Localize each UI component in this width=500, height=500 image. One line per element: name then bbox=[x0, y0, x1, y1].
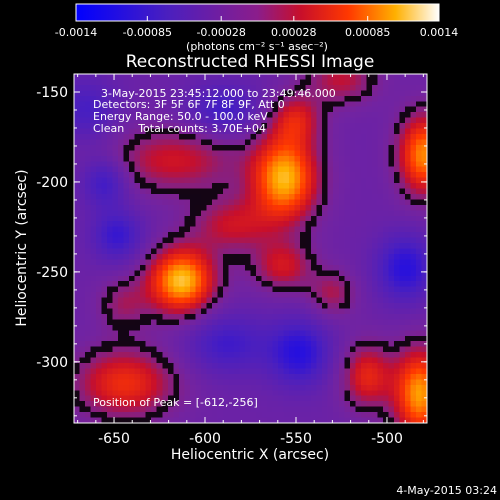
x-axis-ticks: -650 -600 -550 -500 bbox=[77, 74, 424, 447]
colorbar-tick-label: -0.0014 bbox=[55, 26, 97, 39]
colorbar-gradient bbox=[75, 3, 440, 22]
y-tick-label: -250 bbox=[36, 265, 68, 281]
annotation-energy-range: Energy Range: 50.0 - 100.0 keV bbox=[93, 110, 268, 123]
y-tick-label: -300 bbox=[36, 355, 68, 371]
x-tick-label: -550 bbox=[280, 431, 312, 447]
annotation-detectors: Detectors: 3F 5F 6F 7F 8F 9F, Att 0 bbox=[93, 98, 285, 111]
colorbar-tick-label: -0.00085 bbox=[123, 26, 172, 39]
colorbar-tick-label: 0.00028 bbox=[271, 26, 317, 39]
x-tick-label: -500 bbox=[371, 431, 403, 447]
x-tick-label: -600 bbox=[189, 431, 221, 447]
annotation-time-range: 3-May-2015 23:45:12.000 to 23:49:46.000 bbox=[101, 87, 336, 100]
peak-position-label: Position of Peak = [-612,-256] bbox=[93, 396, 258, 409]
footer-timestamp: 4-May-2015 03:24 bbox=[396, 484, 497, 497]
plot-area bbox=[73, 73, 428, 424]
colorbar-unit-label: (photons cm⁻² s⁻¹ asec⁻²) bbox=[186, 40, 328, 53]
x-tick-label: -650 bbox=[98, 431, 130, 447]
heatmap-image bbox=[74, 74, 427, 423]
y-tick-label: -200 bbox=[36, 175, 68, 191]
colorbar-tick-label: 0.00085 bbox=[345, 26, 391, 39]
info-annotations: 3-May-2015 23:45:12.000 to 23:49:46.000 … bbox=[93, 87, 336, 409]
plot-title: Reconstructed RHESSI Image bbox=[126, 52, 375, 72]
colorbar-tick-label: 0.0014 bbox=[420, 26, 459, 39]
colorbar-tick-label: -0.00028 bbox=[196, 26, 245, 39]
colorbar-ticks: -0.0014 -0.00085 -0.00028 0.00028 0.00085 0.0… bbox=[55, 16, 458, 39]
y-axis-label: Heliocentric Y (arcsec) bbox=[14, 169, 30, 326]
x-axis-label: Heliocentric X (arcsec) bbox=[171, 447, 329, 463]
y-tick-label: -150 bbox=[36, 85, 68, 101]
colorbar: -0.0014 -0.00085 -0.00028 0.00028 0.00085 0.0… bbox=[55, 3, 458, 53]
plot-frame bbox=[73, 73, 428, 424]
annotation-clean-counts: Clean Total counts: 3.70E+04 bbox=[93, 122, 266, 135]
y-axis-ticks: -150 -200 -250 -300 bbox=[36, 73, 427, 417]
